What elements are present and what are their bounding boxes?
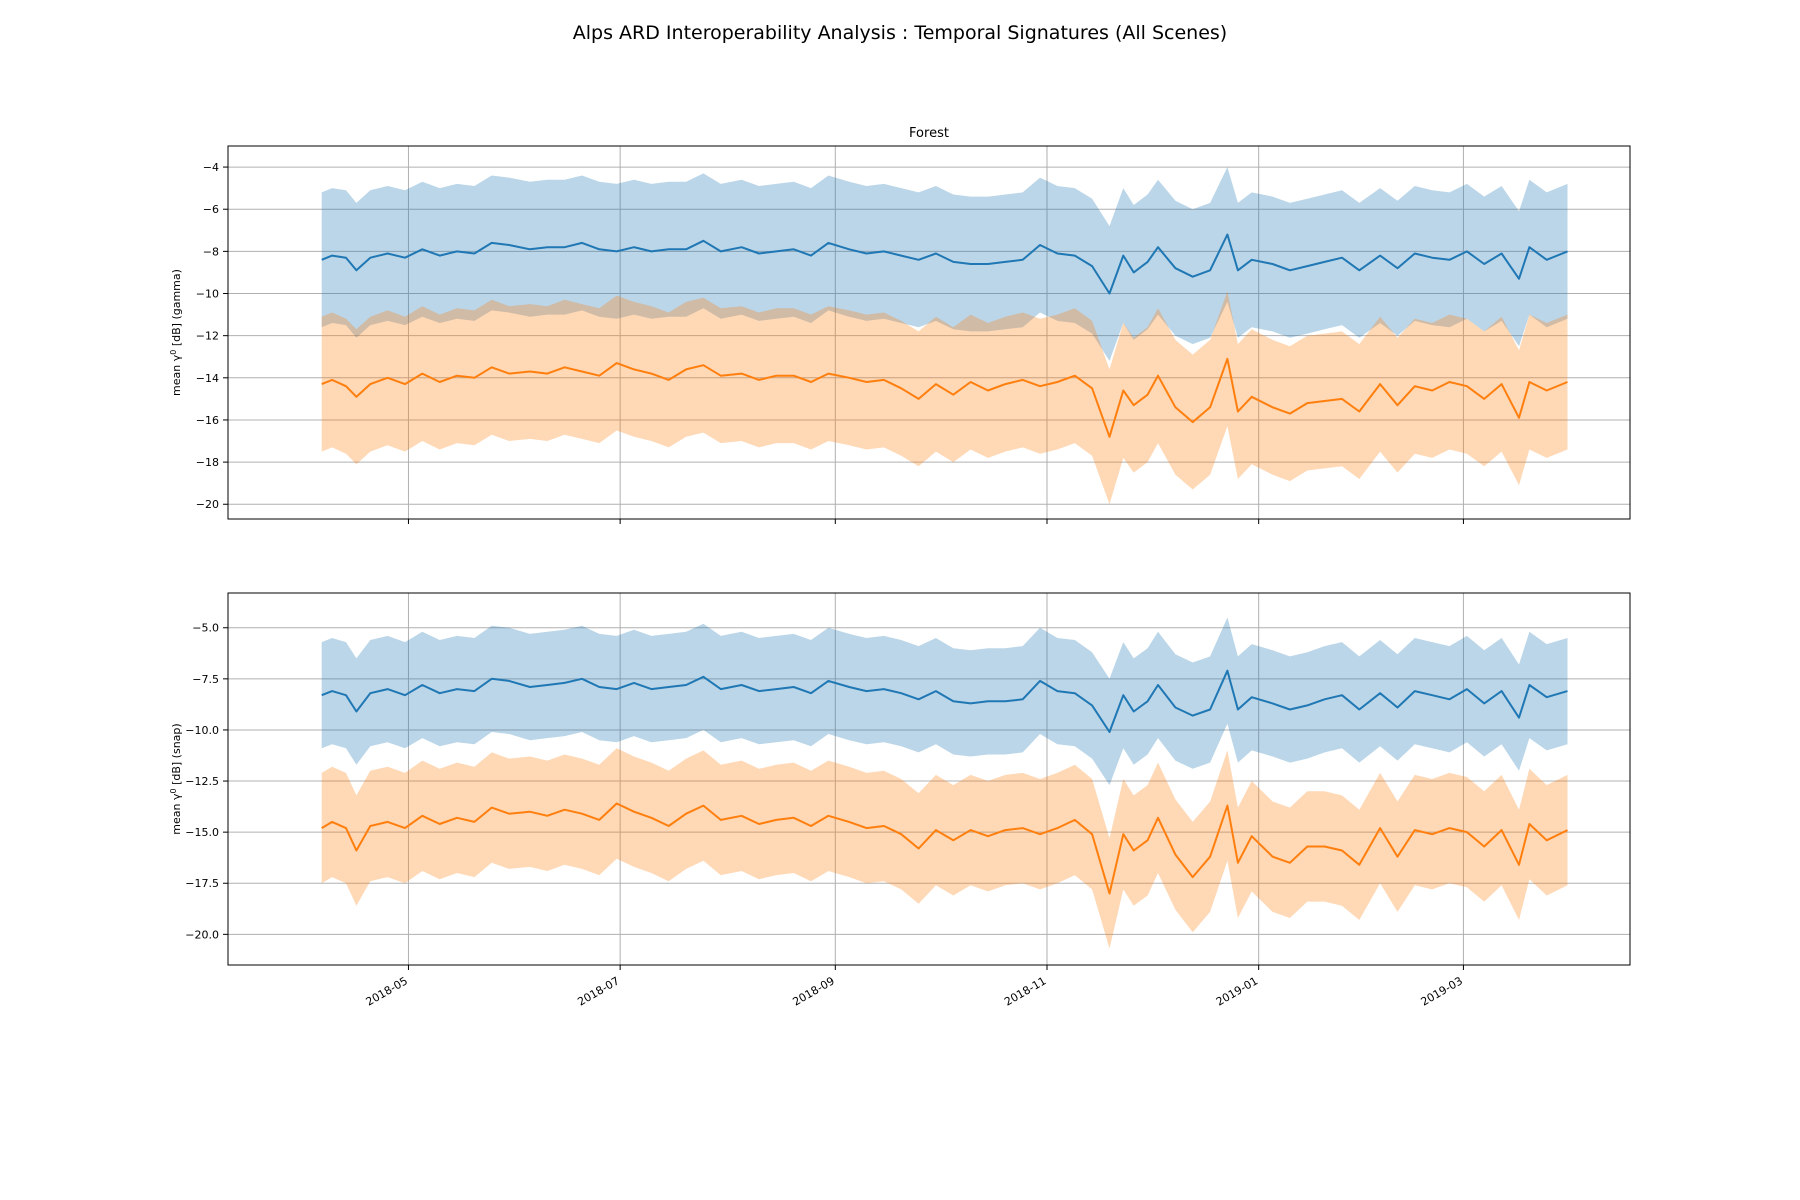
series-1-std-band: [321, 748, 1568, 949]
y-tick-label: −6: [203, 203, 219, 216]
subplot-title: Forest: [909, 126, 949, 141]
series-0-std-band: [321, 167, 1568, 361]
series-0-mean-line: [321, 233, 1568, 295]
axes-frame: [227, 592, 1631, 966]
y-axis-label: mean γ0 [dB] (snap): [169, 723, 184, 834]
y-axis-label: mean γ0 [dB] (gamma): [169, 269, 184, 396]
x-tick-label: 2018-09: [790, 974, 836, 1008]
y-tick-label: −8: [203, 245, 219, 258]
series-1-std-band: [321, 291, 1568, 505]
series-0-std-band: [321, 617, 1568, 786]
y-tick-label: −4: [203, 161, 219, 174]
y-tick-label: −17.5: [185, 877, 219, 890]
y-tick-label: −14: [196, 372, 219, 385]
x-tick-label: 2018-11: [1002, 974, 1048, 1008]
y-tick-label: −10.0: [185, 724, 219, 737]
y-tick-label: −15.0: [185, 826, 219, 839]
y-tick-label: −12: [196, 330, 219, 343]
x-tick-label: 2018-07: [575, 974, 621, 1008]
y-tick-label: −7.5: [192, 673, 219, 686]
y-tick-label: −10: [196, 288, 219, 301]
figure-title: Alps ARD Interoperability Analysis : Tem…: [573, 22, 1227, 44]
x-tick-label: 2019-01: [1214, 974, 1260, 1008]
x-tick-label: 2018-05: [364, 974, 410, 1008]
y-tick-label: −5.0: [192, 622, 219, 635]
y-tick-label: −20.0: [185, 928, 219, 941]
axes-frame: [227, 145, 1631, 520]
subplot-forest-gamma: −4 −6 −8 −10 −12 −14 −16 −18 −20 Forest mean γ0 [d…: [169, 126, 1631, 524]
y-tick-label: −18: [196, 456, 219, 469]
series-0-mean-line: [321, 669, 1568, 733]
subplot-forest-snap: −5.0 −7.5 −10.0 −12.5 −15.0 −17.5 −20.0 2018-05…: [169, 592, 1631, 1009]
x-tick-label: 2019-03: [1419, 974, 1465, 1008]
series-1-mean-line: [321, 357, 1568, 438]
y-tick-label: −16: [196, 414, 219, 427]
y-tick-label: −12.5: [185, 775, 219, 788]
series-1-mean-line: [321, 802, 1568, 895]
y-tick-label: −20: [196, 498, 219, 511]
